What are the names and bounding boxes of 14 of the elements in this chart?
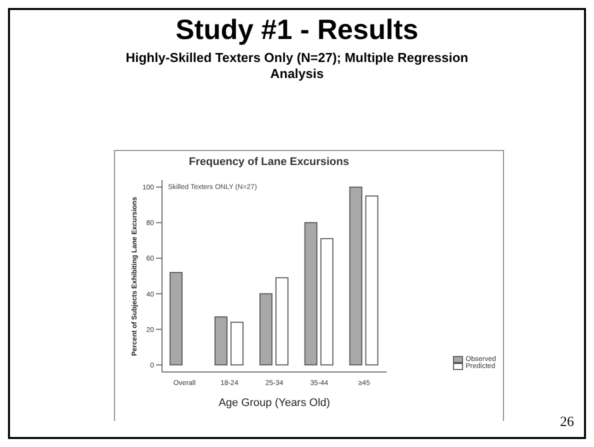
bar (230, 322, 244, 366)
x-axis-title: Age Group (Years Old) (218, 397, 330, 409)
chart-subtitle: Highly-Skilled Texters Only (N=27); Multiple Regression Analysis (124, 50, 470, 82)
bar (214, 316, 228, 366)
bar (275, 277, 288, 366)
bar (304, 222, 318, 366)
bar (170, 272, 183, 366)
text: 26 (560, 415, 574, 431)
bar (365, 196, 378, 366)
bar (259, 293, 272, 366)
bar (320, 238, 334, 366)
text: Frequency of Lane Excursions (188, 156, 350, 168)
bar (349, 186, 362, 366)
chart-title: Study #1 - Results (174, 14, 420, 46)
